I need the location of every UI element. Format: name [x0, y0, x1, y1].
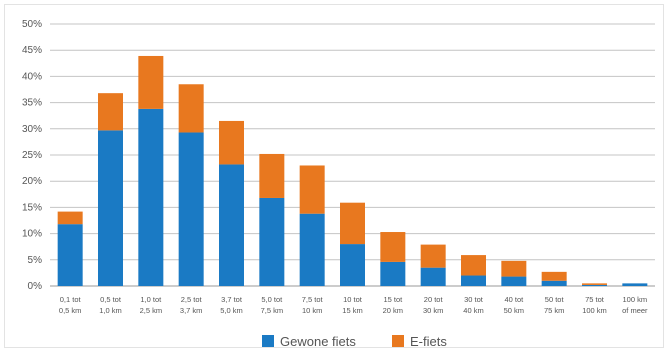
- bar-gewone-fiets: [420, 267, 446, 286]
- x-tick-label: 20 tot: [424, 295, 444, 304]
- x-tick-label: 30 tot: [464, 295, 484, 304]
- bar-e-fiets: [380, 232, 406, 262]
- bar-gewone-fiets: [178, 132, 204, 286]
- legend-swatch: [262, 335, 274, 347]
- x-tick-label: 7,5 tot: [302, 295, 324, 304]
- y-tick-label: 15%: [22, 202, 42, 213]
- x-tick-label: 75 km: [544, 306, 564, 315]
- bar-gewone-fiets: [138, 108, 164, 286]
- x-tick-label: 0,5 km: [59, 306, 82, 315]
- x-tick-label: 2,5 tot: [181, 295, 203, 304]
- y-tick-label: 45%: [22, 45, 42, 56]
- x-tick-label: 7,5 km: [261, 306, 284, 315]
- y-tick-label: 10%: [22, 229, 42, 240]
- legend-label: E-fiets: [410, 334, 447, 349]
- bar-gewone-fiets: [259, 197, 285, 286]
- x-tick-label: 75 tot: [585, 295, 605, 304]
- x-tick-label: 40 km: [463, 306, 483, 315]
- x-tick-label: of meer: [622, 306, 648, 315]
- bar-e-fiets: [178, 84, 204, 133]
- x-tick-label: 20 km: [383, 306, 403, 315]
- x-tick-label: 0,1 tot: [60, 295, 82, 304]
- bar-gewone-fiets: [340, 244, 365, 286]
- bar-e-fiets: [501, 260, 527, 277]
- y-tick-label: 50%: [22, 19, 42, 30]
- x-tick-label: 5,0 km: [220, 306, 243, 315]
- bar-gewone-fiets: [57, 224, 83, 286]
- bar-gewone-fiets: [622, 283, 648, 286]
- x-tick-label: 1,0 tot: [140, 295, 162, 304]
- y-tick-label: 0%: [28, 281, 43, 292]
- bar-e-fiets: [420, 244, 446, 268]
- bar-gewone-fiets: [219, 164, 244, 286]
- bar-e-fiets: [219, 120, 244, 165]
- x-tick-label: 40 tot: [504, 295, 524, 304]
- bar-gewone-fiets: [582, 284, 607, 286]
- x-tick-label: 5,0 tot: [261, 295, 283, 304]
- x-tick-label: 3,7 km: [180, 306, 203, 315]
- bar-gewone-fiets: [501, 276, 527, 286]
- y-tick-label: 5%: [28, 255, 43, 266]
- bar-gewone-fiets: [541, 280, 567, 286]
- legend-label: Gewone fiets: [280, 334, 356, 349]
- x-tick-label: 100 km: [582, 306, 607, 315]
- x-tick-label: 100 km: [623, 295, 648, 304]
- x-tick-label: 2,5 km: [140, 306, 163, 315]
- bar-gewone-fiets: [98, 130, 123, 286]
- bar-e-fiets: [98, 93, 123, 131]
- x-tick-label: 50 km: [504, 306, 524, 315]
- y-tick-label: 40%: [22, 71, 42, 82]
- x-tick-label: 10 km: [302, 306, 322, 315]
- x-tick-label: 10 tot: [343, 295, 363, 304]
- bar-e-fiets: [259, 153, 285, 198]
- x-tick-label: 15 km: [342, 306, 362, 315]
- x-tick-label: 3,7 tot: [221, 295, 243, 304]
- x-tick-label: 1,0 km: [99, 306, 122, 315]
- bar-e-fiets: [541, 271, 567, 281]
- bar-gewone-fiets: [461, 275, 486, 286]
- x-tick-label: 15 tot: [383, 295, 403, 304]
- x-tick-label: 0,5 tot: [100, 295, 122, 304]
- bar-e-fiets: [582, 283, 607, 285]
- y-tick-label: 20%: [22, 176, 42, 187]
- y-tick-label: 30%: [22, 124, 42, 135]
- bar-e-fiets: [461, 255, 486, 276]
- bar-e-fiets: [299, 165, 325, 214]
- x-tick-label: 30 km: [423, 306, 443, 315]
- legend-swatch: [392, 335, 404, 347]
- bar-e-fiets: [57, 211, 83, 225]
- bar-gewone-fiets: [380, 261, 406, 286]
- y-tick-label: 35%: [22, 98, 42, 109]
- x-tick-label: 50 tot: [545, 295, 565, 304]
- bar-e-fiets: [340, 202, 365, 245]
- bar-gewone-fiets: [299, 213, 325, 286]
- y-tick-label: 25%: [22, 150, 42, 161]
- bar-e-fiets: [138, 55, 164, 109]
